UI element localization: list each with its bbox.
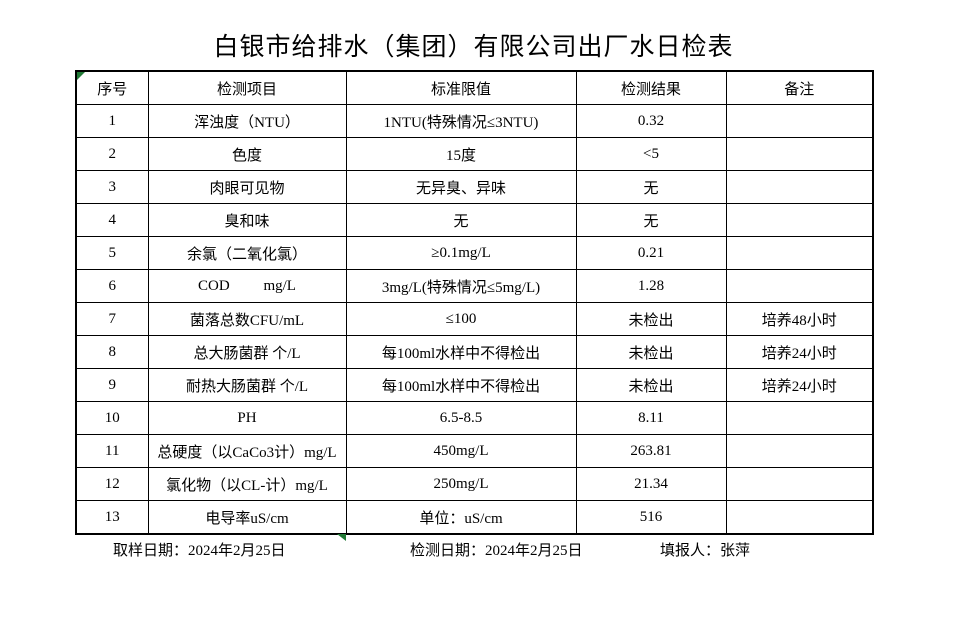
cell-seq: 7 xyxy=(75,302,149,336)
cell-result: 0.21 xyxy=(575,236,727,270)
cell-item: 浑浊度（NTU） xyxy=(147,104,347,138)
cell-standard: 单位：uS/cm xyxy=(345,500,577,535)
cell-result: 未检出 xyxy=(575,335,727,369)
cell-standard: ≤100 xyxy=(345,302,577,336)
table-row: 12 氯化物（以CL-计）mg/L 250mg/L 21.34 xyxy=(75,467,874,501)
cell-seq: 12 xyxy=(75,467,149,501)
cell-result: 8.11 xyxy=(575,401,727,435)
cell-remark xyxy=(725,467,874,501)
cell-standard: 15度 xyxy=(345,137,577,171)
cell-item: 耐热大肠菌群 个/L xyxy=(147,368,347,402)
cell-result: 1.28 xyxy=(575,269,727,303)
cell-seq: 6 xyxy=(75,269,149,303)
cell-item: 肉眼可见物 xyxy=(147,170,347,204)
cell-standard: 250mg/L xyxy=(345,467,577,501)
cell-seq: 1 xyxy=(75,104,149,138)
cell-remark: 培养24小时 xyxy=(725,368,874,402)
cell-standard: 450mg/L xyxy=(345,434,577,468)
cell-remark xyxy=(725,500,874,535)
cell-standard: 无 xyxy=(345,203,577,237)
table-row: 2 色度 15度 <5 xyxy=(75,137,874,171)
test-date-label: 检测日期：2024年2月25日 xyxy=(410,543,583,559)
cell-seq: 5 xyxy=(75,236,149,270)
table-row: 1 浑浊度（NTU） 1NTU(特殊情况≤3NTU) 0.32 xyxy=(75,104,874,138)
cell-result: 无 xyxy=(575,170,727,204)
cell-seq: 4 xyxy=(75,203,149,237)
cell-item: 总大肠菌群 个/L xyxy=(147,335,347,369)
cell-item: 总硬度（以CaCo3计）mg/L xyxy=(147,434,347,468)
reporter-label: 填报人：张萍 xyxy=(660,543,751,559)
table-row: 11 总硬度（以CaCo3计）mg/L 450mg/L 263.81 xyxy=(75,434,874,468)
cell-standard: 6.5-8.5 xyxy=(345,401,577,435)
cell-seq: 2 xyxy=(75,137,149,171)
inspection-table: 序号 检测项目 标准限值 检测结果 备注 1 浑浊度（NTU） 1NTU(特殊情… xyxy=(75,70,874,535)
cell-seq: 3 xyxy=(75,170,149,204)
cell-seq: 11 xyxy=(75,434,149,468)
cell-remark xyxy=(725,170,874,204)
cell-seq: 8 xyxy=(75,335,149,369)
table-row: 7 菌落总数CFU/mL ≤100 未检出 培养48小时 xyxy=(75,302,874,336)
cell-remark xyxy=(725,434,874,468)
cell-seq: 9 xyxy=(75,368,149,402)
cell-seq: 10 xyxy=(75,401,149,435)
cell-item: 臭和味 xyxy=(147,203,347,237)
cell-remark: 培养48小时 xyxy=(725,302,874,336)
table-row: 8 总大肠菌群 个/L 每100ml水样中不得检出 未检出 培养24小时 xyxy=(75,335,874,369)
cell-item: 色度 xyxy=(147,137,347,171)
cell-result: 0.32 xyxy=(575,104,727,138)
excel-green-fill-handle-icon xyxy=(337,534,346,541)
cell-result: 未检出 xyxy=(575,302,727,336)
cell-standard: ≥0.1mg/L xyxy=(345,236,577,270)
table-row: 3 肉眼可见物 无异臭、异味 无 xyxy=(75,170,874,204)
table-row: 6 COD mg/L 3mg/L(特殊情况≤5mg/L) 1.28 xyxy=(75,269,874,303)
cell-standard: 无异臭、异味 xyxy=(345,170,577,204)
header-result: 检测结果 xyxy=(575,70,727,105)
cell-standard: 每100ml水样中不得检出 xyxy=(345,368,577,402)
cell-result: 未检出 xyxy=(575,368,727,402)
sampling-date-label: 取样日期：2024年2月25日 xyxy=(113,543,286,559)
header-remark: 备注 xyxy=(725,70,874,105)
cell-remark xyxy=(725,401,874,435)
cell-standard: 每100ml水样中不得检出 xyxy=(345,335,577,369)
cell-remark xyxy=(725,104,874,138)
cell-result: 516 xyxy=(575,500,727,535)
cell-remark: 培养24小时 xyxy=(725,335,874,369)
table-row: 5 余氯（二氧化氯） ≥0.1mg/L 0.21 xyxy=(75,236,874,270)
cell-standard: 1NTU(特殊情况≤3NTU) xyxy=(345,104,577,138)
header-seq: 序号 xyxy=(75,70,149,105)
cell-result: 21.34 xyxy=(575,467,727,501)
cell-seq: 13 xyxy=(75,500,149,535)
cell-item: 电导率uS/cm xyxy=(147,500,347,535)
cell-result: 263.81 xyxy=(575,434,727,468)
cell-item: 余氯（二氧化氯） xyxy=(147,236,347,270)
page-title: 白银市给排水（集团）有限公司出厂水日检表 xyxy=(213,34,734,61)
cell-result: <5 xyxy=(575,137,727,171)
cell-result: 无 xyxy=(575,203,727,237)
cell-standard: 3mg/L(特殊情况≤5mg/L) xyxy=(345,269,577,303)
cell-item: COD mg/L xyxy=(147,269,347,303)
cell-remark xyxy=(725,236,874,270)
cell-item: 氯化物（以CL-计）mg/L xyxy=(147,467,347,501)
header-standard: 标准限值 xyxy=(345,70,577,105)
cell-item: 菌落总数CFU/mL xyxy=(147,302,347,336)
excel-green-corner-triangle-icon xyxy=(77,72,85,80)
table-row: 13 电导率uS/cm 单位：uS/cm 516 xyxy=(75,500,874,535)
header-item: 检测项目 xyxy=(147,70,347,105)
cell-item: PH xyxy=(147,401,347,435)
table-row: 10 PH 6.5-8.5 8.11 xyxy=(75,401,874,435)
table-row: 9 耐热大肠菌群 个/L 每100ml水样中不得检出 未检出 培养24小时 xyxy=(75,368,874,402)
cell-remark xyxy=(725,137,874,171)
table-row: 4 臭和味 无 无 xyxy=(75,203,874,237)
cell-remark xyxy=(725,269,874,303)
header-row: 序号 检测项目 标准限值 检测结果 备注 xyxy=(75,70,874,105)
cell-remark xyxy=(725,203,874,237)
